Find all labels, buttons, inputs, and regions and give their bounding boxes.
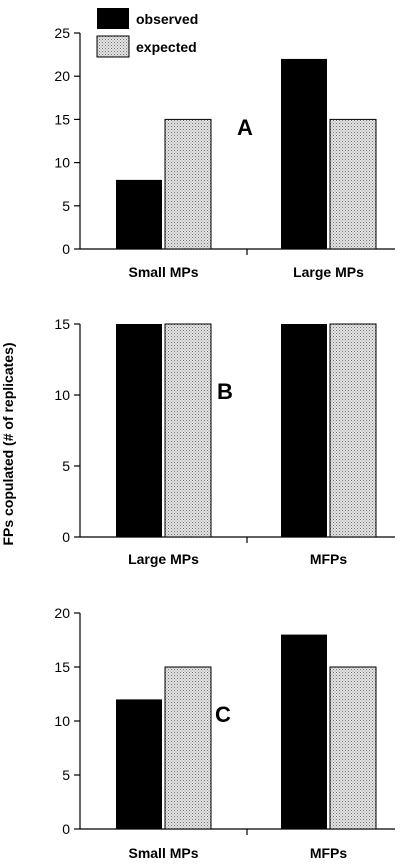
category-label-a: Small MPs [128, 264, 198, 280]
y-tick-label-a: 10 [54, 155, 70, 171]
legend-swatch-observed [97, 8, 129, 29]
y-tick-label-a: 5 [62, 198, 70, 214]
panel-a: 0 5 10 15 20 25 Small MPs Large MPs A [54, 25, 395, 280]
y-tick-label-c: 20 [54, 605, 70, 621]
bar-a-expected-0 [164, 118, 212, 250]
y-tick-label-b: 0 [62, 529, 70, 545]
legend-label-expected: expected [136, 39, 197, 55]
bar-c-expected-1 [329, 666, 377, 830]
bar-c-observed-1 [281, 634, 327, 829]
legend-label-observed: observed [136, 11, 198, 27]
y-tick-label-c: 15 [54, 659, 70, 675]
y-tick-label-c: 10 [54, 713, 70, 729]
panel-c: 0 5 10 15 20 Small MPs MFPs C [54, 605, 395, 861]
y-tick-label-a: 15 [54, 111, 70, 127]
category-label-b: MFPs [310, 551, 348, 567]
category-label-b: Large MPs [128, 551, 199, 567]
category-label-a: Large MPs [293, 264, 364, 280]
y-tick-label-c: 0 [62, 821, 70, 837]
category-label-c: Small MPs [128, 845, 198, 861]
panel-letter-a: A [237, 115, 253, 140]
y-tick-label-b: 10 [54, 387, 70, 403]
category-label-c: MFPs [310, 845, 348, 861]
bar-b-observed-1 [281, 324, 327, 537]
y-tick-label-a: 0 [62, 241, 70, 257]
y-tick-label-a: 25 [54, 25, 70, 41]
legend: observed expected [96, 8, 198, 58]
y-tick-label-b: 5 [62, 458, 70, 474]
bar-c-observed-0 [116, 699, 162, 829]
bar-b-observed-0 [116, 324, 162, 537]
panel-b: 0 5 10 15 Large MPs MFPs B [54, 316, 395, 567]
bar-a-observed-0 [116, 179, 162, 249]
bar-b-expected-1 [329, 323, 377, 538]
y-axis-title: FPs copulated (# of replicates) [0, 342, 16, 545]
panel-letter-b: B [217, 379, 233, 404]
bar-a-expected-1 [329, 118, 377, 250]
bar-b-expected-0 [164, 323, 212, 538]
y-tick-label-b: 15 [54, 316, 70, 332]
y-tick-label-c: 5 [62, 767, 70, 783]
y-tick-label-a: 20 [54, 68, 70, 84]
panel-letter-c: C [215, 702, 231, 727]
legend-swatch-expected [96, 35, 130, 58]
bar-c-expected-0 [164, 666, 212, 830]
bar-a-observed-1 [281, 58, 327, 249]
